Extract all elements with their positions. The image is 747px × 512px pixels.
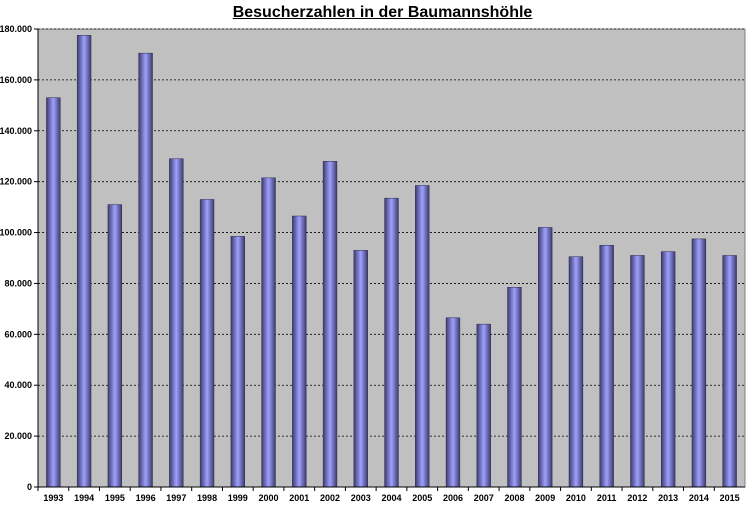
bar-2015 [722,255,737,488]
x-tick-label: 2000 [259,493,279,503]
bar-2007 [476,323,491,488]
y-tick-label: 180.000 [0,24,32,34]
x-tick-label: 2007 [474,493,494,503]
x-tick-label: 2005 [412,493,432,503]
y-tick-label: 160.000 [0,75,32,85]
x-tick-labels: 1993 1994 1995 1996 1997 1998 1999 2000 2001 2002… [43,493,739,503]
bar-2003 [353,250,368,488]
x-tick-label: 2013 [658,493,678,503]
x-tick-label: 2015 [720,493,740,503]
x-tick-label: 1998 [197,493,217,503]
bar-1997 [169,158,184,488]
bar-1995 [107,204,123,488]
bar-2006 [445,317,461,488]
y-tick-label: 120.000 [0,177,32,187]
bar-1996 [138,52,153,488]
bar-1998 [199,199,215,488]
y-tick-label: 40.000 [4,380,32,390]
x-tick-label: 2008 [504,493,524,503]
y-tick-label: 140.000 [0,126,32,136]
chart-title: Besucherzahlen in der Baumannshöhle [232,4,533,21]
bar-1994 [76,35,92,488]
bar-2000 [261,177,276,488]
bar-2014 [691,238,707,488]
x-tick-label: 1997 [166,493,186,503]
y-tick-label: 20.000 [4,431,32,441]
x-tick-label: 2010 [566,493,586,503]
bar-2005 [415,185,430,488]
x-tick-label: 1996 [136,493,156,503]
bar-1999 [230,236,245,488]
bar-2011 [599,245,614,488]
x-tick-label: 2004 [381,493,401,503]
bar-2002 [322,161,338,488]
bar-1993 [46,97,61,488]
x-tick-label: 2012 [627,493,647,503]
bar-2010 [568,256,584,488]
y-tick-label: 80.000 [4,278,32,288]
y-tick-label: 0 [27,482,32,492]
x-tick-label: 2001 [289,493,309,503]
x-tick-label: 2011 [597,493,617,503]
bar-2008 [507,287,522,488]
bar-2001 [292,215,307,488]
bar-2013 [660,251,676,488]
x-tick-label: 2014 [689,493,709,503]
x-tick-label: 1999 [228,493,248,503]
x-tick-label: 2006 [443,493,463,503]
x-tick-label: 1993 [43,493,63,503]
bar-2009 [538,227,553,488]
y-tick-label: 60.000 [4,329,32,339]
x-tick-label: 1995 [105,493,125,503]
x-tick-label: 2003 [351,493,371,503]
bar-2012 [630,255,645,488]
x-tick-label: 2002 [320,493,340,503]
x-tick-label: 1994 [74,493,94,503]
axes [34,28,745,491]
x-tick-label: 2009 [535,493,555,503]
y-tick-labels: 0 20.000 40.000 60.000 80.000 100.000 120.000 1… [0,24,32,492]
y-tick-label: 100.000 [0,228,32,238]
bar-2004 [384,197,399,488]
bars [46,35,737,488]
